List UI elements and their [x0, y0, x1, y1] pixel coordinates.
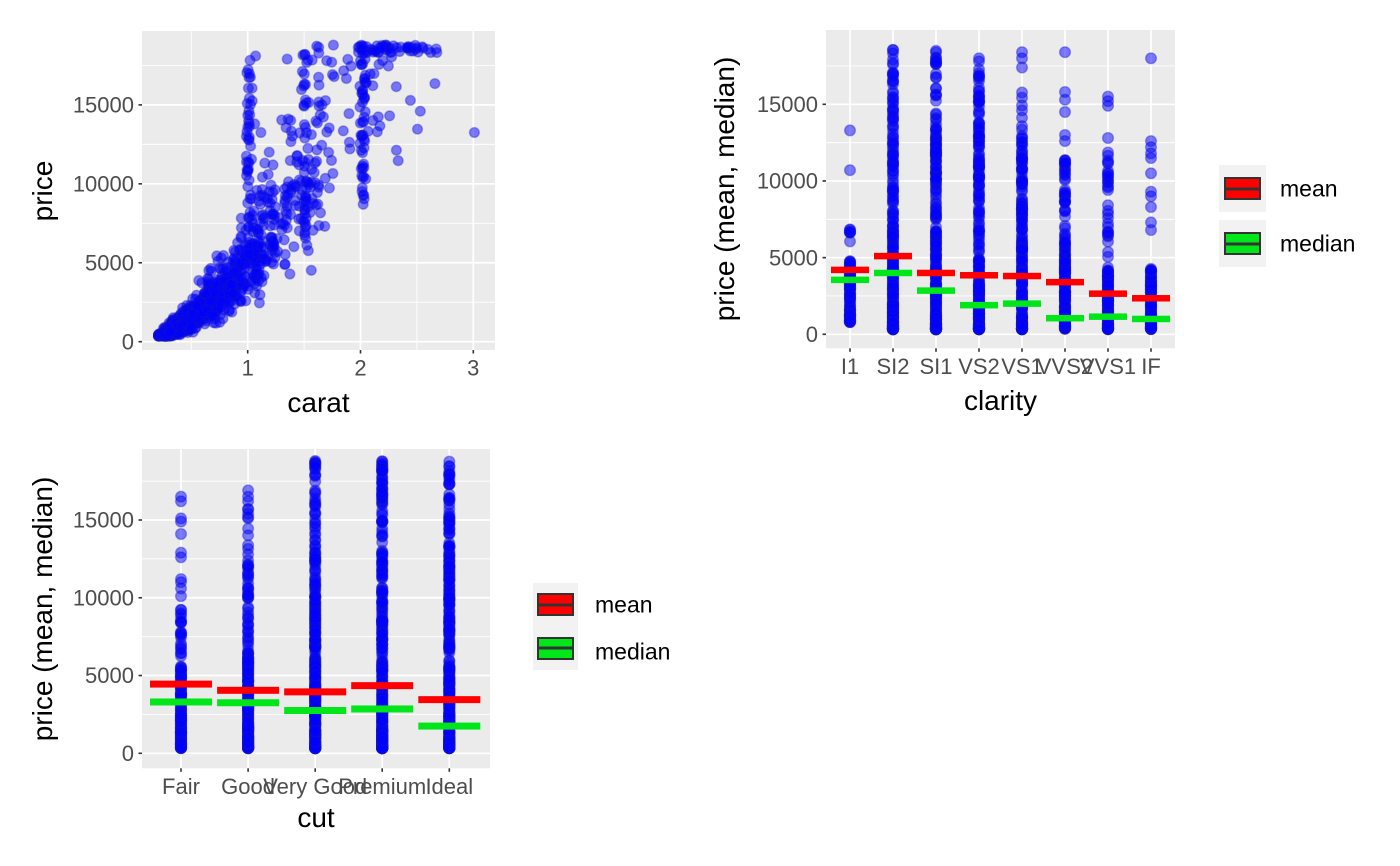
crossbars	[831, 252, 1170, 323]
legend-label-median: median	[1280, 230, 1356, 256]
y-tick-label: 0	[122, 329, 134, 354]
x-category-label: IF	[1141, 354, 1161, 379]
median-crossbar	[351, 705, 414, 713]
x-category-label: I1	[841, 354, 859, 379]
legend-label-mean: mean	[595, 591, 653, 618]
x-tick-label: 3	[467, 356, 479, 381]
median-crossbar	[418, 722, 481, 730]
price-mean-median-axis-title-clarity: price (mean, median)	[709, 56, 740, 322]
median-crossbar	[1089, 313, 1127, 320]
price-mean-median-axis-title-cut: price (mean, median)	[27, 476, 58, 741]
x-category-label: VVS2	[1037, 354, 1093, 379]
mean-crossbar	[1003, 272, 1041, 280]
mean-crossbar-swatch	[537, 593, 575, 617]
mean-crossbar	[917, 269, 955, 277]
mean-crossbar	[1046, 278, 1084, 286]
mean-crossbar	[874, 252, 912, 260]
mean-crossbar	[831, 266, 869, 274]
x-category-label: SI1	[919, 354, 952, 379]
y-tick-label: 5000	[769, 245, 818, 270]
price-axis-title: price	[27, 160, 58, 221]
y-tick-label: 5000	[85, 250, 134, 275]
median-crossbar-swatch	[1223, 232, 1261, 255]
mean-crossbar	[1089, 290, 1127, 297]
cut-axis-title: cut	[297, 802, 335, 833]
mean-crossbar	[217, 686, 280, 694]
median-crossbar	[917, 287, 955, 294]
mean-crossbar	[960, 272, 998, 279]
y-tick-label: 0	[122, 741, 134, 766]
median-crossbar	[1046, 314, 1084, 322]
x-category-label: Premium	[338, 774, 426, 799]
median-crossbar-swatch	[537, 636, 575, 660]
crossbar-midline	[1225, 242, 1259, 245]
x-category-label: Very Good	[263, 774, 367, 799]
data-points	[174, 454, 456, 755]
chart-price-vs-carat: 0 5000 10000 15000 1 2 3	[73, 31, 495, 381]
y-tick-label: 5000	[85, 663, 134, 688]
mean-crossbar	[351, 682, 414, 690]
median-crossbar	[284, 707, 347, 715]
y-tick-label: 10000	[757, 169, 818, 194]
y-tick-label: 10000	[73, 172, 134, 197]
x-category-label: SI2	[876, 354, 909, 379]
mean-crossbar	[284, 688, 347, 696]
median-crossbar	[1003, 300, 1041, 307]
crossbar-midline	[1225, 187, 1259, 190]
median-crossbar	[960, 301, 998, 309]
y-tick-label: 0	[806, 322, 818, 347]
x-category-label: VS2	[958, 354, 1000, 379]
legend-key-mean	[1218, 165, 1266, 212]
legend-label-mean: mean	[1280, 175, 1338, 201]
median-crossbar	[831, 276, 869, 284]
legend-key-mean	[533, 583, 579, 627]
panel-background	[826, 30, 1175, 349]
y-tick-label: 15000	[73, 508, 134, 533]
y-tick-label: 15000	[73, 93, 134, 118]
y-tick-label: 10000	[73, 585, 134, 610]
mean-crossbar	[418, 696, 481, 704]
median-crossbar	[150, 698, 212, 706]
median-crossbar	[217, 699, 280, 707]
x-category-label: Good	[221, 774, 275, 799]
crossbar-midline	[539, 646, 573, 650]
crossbars	[150, 680, 481, 730]
mean-crossbar	[150, 680, 212, 688]
x-tick-label: 1	[242, 356, 254, 381]
data-points	[153, 39, 481, 343]
crossbar-midline	[539, 603, 573, 607]
mean-crossbar-swatch	[1223, 177, 1261, 200]
legend-key-median	[1218, 220, 1266, 267]
legend-key-median	[533, 626, 579, 671]
y-tick-label: 15000	[757, 92, 818, 117]
x-category-label: VVS1	[1080, 354, 1136, 379]
x-category-label: Fair	[162, 774, 200, 799]
carat-axis-title: carat	[287, 387, 350, 418]
legend-label-median: median	[595, 638, 671, 665]
mean-crossbar	[1132, 295, 1170, 302]
clarity-axis-title: clarity	[963, 385, 1038, 416]
x-tick-label: 2	[354, 356, 366, 381]
axes: 0 5000 10000 15000 1 2 3	[73, 93, 480, 381]
median-crossbar	[1132, 315, 1170, 323]
median-crossbar	[874, 269, 912, 277]
x-category-label: Ideal	[425, 774, 473, 799]
x-category-label: VS1	[1001, 354, 1043, 379]
